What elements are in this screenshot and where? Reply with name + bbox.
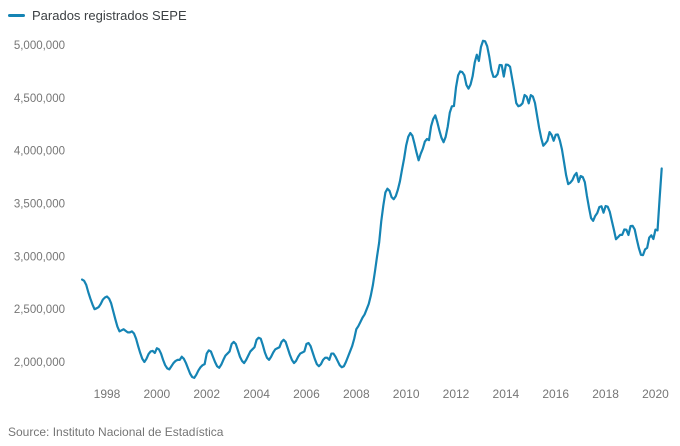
legend: Parados registrados SEPE bbox=[8, 8, 187, 23]
x-axis-tick-label: 2004 bbox=[243, 387, 270, 401]
x-axis-tick-label: 2008 bbox=[343, 387, 370, 401]
x-axis-labels: 1998 2000 2002 2004 2006 2008 2010 2012 2014 2016… bbox=[94, 387, 669, 401]
legend-label: Parados registrados SEPE bbox=[32, 8, 187, 23]
legend-line-swatch bbox=[8, 14, 25, 17]
x-axis-tick-label: 2010 bbox=[393, 387, 420, 401]
x-axis-tick-label: 2018 bbox=[592, 387, 619, 401]
y-axis-tick-label: 3,500,000 bbox=[14, 199, 65, 211]
x-axis-tick-label: 1998 bbox=[94, 387, 121, 401]
x-axis-tick-label: 2016 bbox=[542, 387, 569, 401]
y-axis-tick-label: 2,500,000 bbox=[14, 304, 65, 316]
x-axis-tick-label: 2020 bbox=[642, 387, 669, 401]
data-line-parados-registrados bbox=[80, 39, 663, 379]
y-axis-tick-label: 2,000,000 bbox=[14, 357, 65, 369]
source-note: Source: Instituto Nacional de Estadístic… bbox=[8, 425, 224, 439]
x-axis-tick-label: 2000 bbox=[144, 387, 171, 401]
y-axis-labels: 2,000,000 2,500,000 3,000,000 3,500,000 4,00… bbox=[14, 40, 65, 369]
y-axis-tick-label: 4,500,000 bbox=[14, 93, 65, 105]
x-axis-tick-label: 2014 bbox=[493, 387, 520, 401]
x-axis-tick-label: 2002 bbox=[193, 387, 220, 401]
y-axis-tick-label: 4,000,000 bbox=[14, 146, 65, 158]
x-axis-tick-label: 2012 bbox=[443, 387, 470, 401]
y-axis-tick-label: 3,000,000 bbox=[14, 251, 65, 263]
y-axis-tick-label: 5,000,000 bbox=[14, 40, 65, 52]
x-axis-tick-label: 2006 bbox=[293, 387, 320, 401]
